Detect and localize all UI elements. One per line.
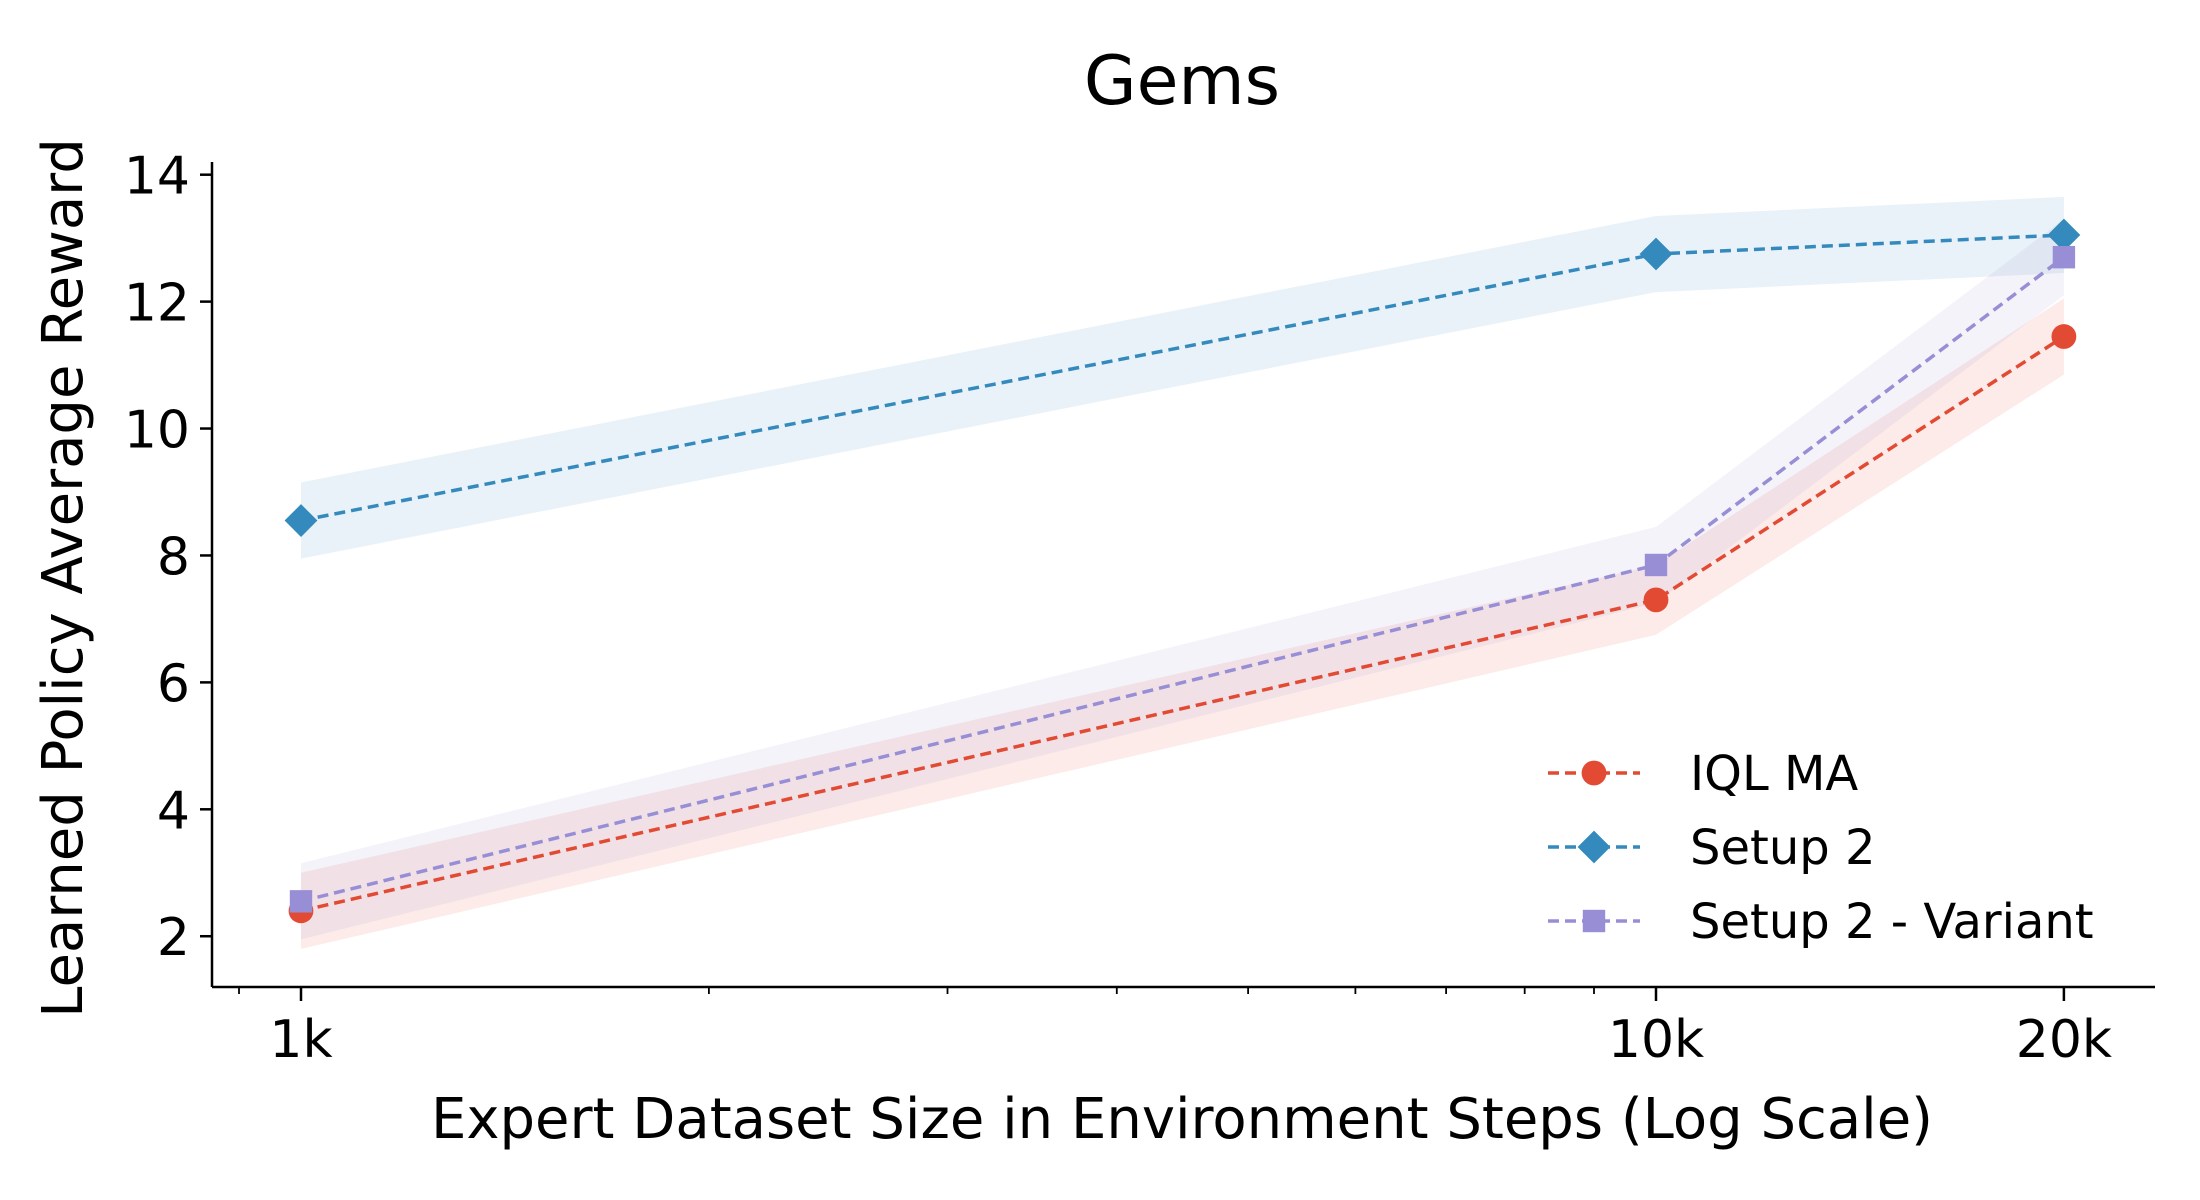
x-tick-label: 20k: [2016, 1010, 2112, 1070]
point-setup-2-variant: [1644, 553, 1668, 577]
series-markers: [284, 218, 2081, 924]
y-tick-label: 2: [157, 908, 190, 968]
band-setup-2-variant: [301, 219, 2064, 940]
point-setup-2: [2047, 218, 2081, 252]
y-tick-label: 4: [157, 781, 190, 841]
x-tick-label: 1k: [269, 1010, 332, 1070]
point-setup-2-variant: [2052, 245, 2076, 269]
legend-label: Setup 2: [1690, 820, 1876, 876]
axes: 2 4 6 8 10 12 14 1k 10k 20k: [124, 147, 2155, 1070]
legend-marker: [1577, 830, 1611, 864]
chart-title: Gems: [1084, 42, 1280, 121]
y-tick-label: 8: [157, 527, 190, 587]
x-tick-label: 10k: [1608, 1010, 1704, 1070]
y-tick-label: 14: [124, 147, 190, 207]
band-setup-2: [301, 196, 2064, 559]
point-setup-2: [284, 504, 318, 537]
confidence-bands: [301, 196, 2064, 949]
band-iql-ma: [301, 298, 2064, 949]
point-iql-ma: [1643, 587, 1669, 613]
point-setup-2: [1639, 237, 1673, 271]
y-tick-label: 10: [124, 401, 190, 461]
legend-label: IQL MA: [1690, 746, 1858, 802]
y-axis-label: Learned Policy Average Reward: [31, 138, 96, 1018]
y-tick-label: 6: [157, 654, 190, 714]
legend-marker: [1581, 760, 1607, 786]
x-axis-label: Expert Dataset Size in Environment Steps…: [431, 1087, 1933, 1152]
legend-marker: [1582, 909, 1606, 933]
legend-label: Setup 2 - Variant: [1690, 894, 2094, 950]
legend: IQL MA Setup 2 Setup 2 - Variant: [1548, 746, 2094, 950]
legend-item-setup-2: Setup 2: [1548, 820, 1876, 876]
y-tick-label: 12: [124, 274, 190, 334]
legend-item-setup-2-variant: Setup 2 - Variant: [1548, 894, 2094, 950]
point-setup-2-variant: [289, 890, 313, 913]
legend-item-iql-ma: IQL MA: [1548, 746, 1858, 802]
line-iql-ma: [300, 335, 2065, 913]
point-iql-ma: [2051, 324, 2077, 349]
